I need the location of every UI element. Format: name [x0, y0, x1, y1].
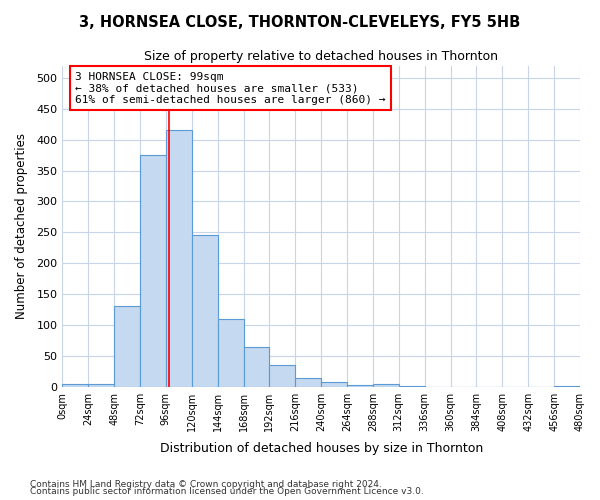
Bar: [269, 365, 295, 387]
Bar: [218, 319, 244, 387]
Text: 3 HORNSEA CLOSE: 99sqm
← 38% of detached houses are smaller (533)
61% of semi-de: 3 HORNSEA CLOSE: 99sqm ← 38% of detached…: [75, 72, 386, 105]
Title: Size of property relative to detached houses in Thornton: Size of property relative to detached ho…: [144, 50, 498, 63]
Bar: [244, 346, 269, 387]
Bar: [554, 386, 580, 387]
Bar: [295, 378, 321, 387]
Text: Contains public sector information licensed under the Open Government Licence v3: Contains public sector information licen…: [30, 487, 424, 496]
X-axis label: Distribution of detached houses by size in Thornton: Distribution of detached houses by size …: [160, 442, 483, 455]
Bar: [347, 385, 373, 387]
Bar: [140, 155, 166, 387]
Text: 3, HORNSEA CLOSE, THORNTON-CLEVELEYS, FY5 5HB: 3, HORNSEA CLOSE, THORNTON-CLEVELEYS, FY…: [79, 15, 521, 30]
Bar: [321, 382, 347, 387]
Bar: [192, 236, 218, 387]
Bar: [62, 384, 88, 387]
Y-axis label: Number of detached properties: Number of detached properties: [15, 133, 28, 319]
Bar: [399, 386, 425, 387]
Bar: [88, 384, 114, 387]
Text: Contains HM Land Registry data © Crown copyright and database right 2024.: Contains HM Land Registry data © Crown c…: [30, 480, 382, 489]
Bar: [166, 130, 192, 387]
Bar: [373, 384, 399, 387]
Bar: [114, 306, 140, 387]
